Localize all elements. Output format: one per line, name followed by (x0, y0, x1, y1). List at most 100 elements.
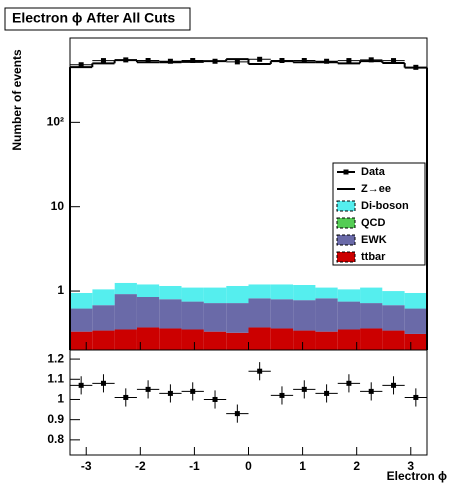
stack-segment (70, 331, 93, 350)
stack-segment (293, 62, 316, 285)
data-point (324, 58, 330, 64)
data-point (234, 59, 240, 65)
legend-label: Z→ee (361, 183, 391, 195)
x-tick-label: -2 (135, 459, 146, 473)
data-point (368, 57, 374, 63)
data-point (212, 58, 218, 64)
stack-segment (293, 300, 316, 331)
stack-segment (159, 285, 182, 300)
stack-segment (136, 296, 160, 328)
data-point (279, 58, 285, 64)
legend-label: Di-boson (361, 200, 409, 212)
data-point (413, 64, 419, 70)
stack-segment (248, 284, 271, 299)
data-point (368, 388, 374, 394)
y-tick-label: 1 (57, 392, 64, 406)
stack-segment (181, 329, 204, 350)
stack-segment (270, 299, 294, 329)
stack-segment (114, 60, 137, 283)
data-point (301, 58, 307, 64)
stack-segment (382, 291, 405, 306)
stack-segment (226, 59, 249, 286)
data-point (78, 62, 84, 68)
y-axis-label: Number of events (10, 49, 24, 151)
stack-segment (70, 308, 93, 332)
data-point (100, 380, 106, 386)
legend-swatch (336, 200, 356, 212)
data-point (391, 58, 397, 64)
stack-segment (293, 330, 316, 350)
y-tick-label: 1.2 (47, 351, 64, 365)
stack-segment (203, 331, 227, 350)
legend-swatch (336, 251, 356, 263)
legend-box (332, 162, 426, 266)
stack-segment (159, 328, 182, 350)
stack-segment (315, 62, 338, 288)
stack-segment (203, 61, 227, 288)
stack-segment (92, 305, 115, 331)
data-point (301, 386, 307, 392)
x-axis-label: Electron ϕ (387, 469, 447, 483)
stack-segment (92, 289, 115, 306)
stack-segment (92, 330, 115, 350)
stack-segment (293, 284, 316, 301)
stack-segment (114, 282, 137, 295)
stack-segment (203, 303, 227, 332)
chart-title: Electron ϕ After All Cuts (12, 10, 175, 26)
data-point (145, 386, 151, 392)
stack-segment (382, 305, 405, 331)
x-tick-label: -1 (189, 459, 200, 473)
stack-segment (248, 327, 271, 350)
stack-segment (404, 292, 427, 309)
x-tick-label: 2 (353, 459, 360, 473)
y-tick-label: 1.1 (47, 371, 64, 385)
stack-segment (248, 298, 271, 328)
y-tick-label: 0.8 (47, 432, 64, 446)
y-tick-label: 10 (51, 199, 65, 213)
stack-segment (114, 294, 137, 330)
stack-segment (159, 62, 182, 286)
stack-segment (315, 331, 338, 350)
stack-segment (337, 301, 361, 330)
legend-label: QCD (361, 217, 386, 229)
data-point (78, 382, 84, 388)
stack-segment (203, 287, 227, 304)
data-point (100, 58, 106, 64)
data-point (324, 390, 330, 396)
data-point (391, 382, 397, 388)
legend-swatch (336, 234, 356, 246)
legend-label: EWK (361, 234, 387, 246)
stack-segment (136, 327, 160, 350)
data-point (190, 58, 196, 64)
legend-swatch (343, 169, 349, 175)
stack-segment (70, 67, 93, 293)
stack-segment (92, 63, 115, 290)
stack-segment (404, 333, 427, 350)
x-tick-label: 3 (407, 459, 414, 473)
y-tick-label: 0.9 (47, 412, 64, 426)
y-tick-label: 10² (47, 115, 64, 129)
x-tick-label: 1 (299, 459, 306, 473)
data-point (413, 394, 419, 400)
data-point (257, 368, 263, 374)
stack-segment (315, 287, 338, 299)
stack-segment (315, 298, 338, 332)
data-point (234, 411, 240, 417)
stack-segment (226, 285, 249, 304)
x-tick-label: 0 (245, 459, 252, 473)
stack-segment (360, 328, 383, 350)
data-point (123, 394, 129, 400)
stack-segment (159, 299, 182, 329)
stack-segment (248, 64, 271, 285)
stack-segment (136, 284, 160, 297)
title-box (4, 7, 191, 31)
data-point (346, 58, 352, 64)
data-point (145, 58, 151, 64)
stack-segment (70, 292, 93, 309)
stack-segment (114, 329, 137, 350)
stack-segment (181, 301, 204, 330)
data-point (190, 388, 196, 394)
x-tick-label: -3 (81, 459, 92, 473)
legend-label: ttbar (361, 251, 386, 263)
